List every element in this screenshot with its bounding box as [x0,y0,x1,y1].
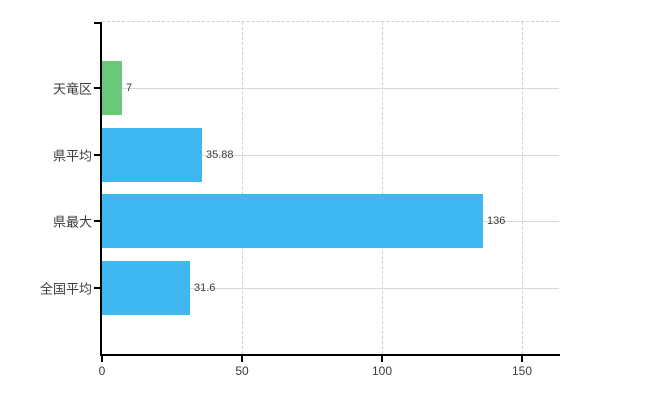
gridline-horizontal [102,88,559,89]
category-label: 全国平均 [39,281,92,297]
gridline-vertical [382,22,383,354]
bar-value-label: 35.88 [206,148,234,161]
x-tick-label: 50 [235,364,249,378]
gridline-horizontal [102,155,559,156]
bar-value-label: 7 [126,82,133,94]
x-tick [241,354,243,362]
y-tick [94,220,100,222]
gridline-vertical [242,22,243,354]
bar [102,194,483,248]
y-axis-line [100,22,102,356]
x-axis-line [100,354,560,356]
gridline-horizontal [102,288,559,289]
x-tick-label: 100 [371,364,393,378]
bar-value-label: 136 [487,215,506,228]
plot-top-border [102,21,559,22]
bar-value-label: 31.6 [194,282,216,294]
x-tick-label: 150 [511,364,533,378]
x-tick [101,354,103,362]
x-tick [521,354,523,362]
bar [102,261,190,315]
y-tick [94,87,100,89]
category-label: 県最大 [52,214,92,230]
y-tick [94,154,100,156]
bar [102,61,122,115]
x-tick [381,354,383,362]
y-axis-top-tick [94,22,100,24]
y-tick [94,287,100,289]
category-label: 県平均 [52,148,92,164]
x-tick-label: 0 [98,364,106,378]
gridline-vertical [522,22,523,354]
category-label: 天竜区 [52,81,92,97]
bar [102,128,202,182]
